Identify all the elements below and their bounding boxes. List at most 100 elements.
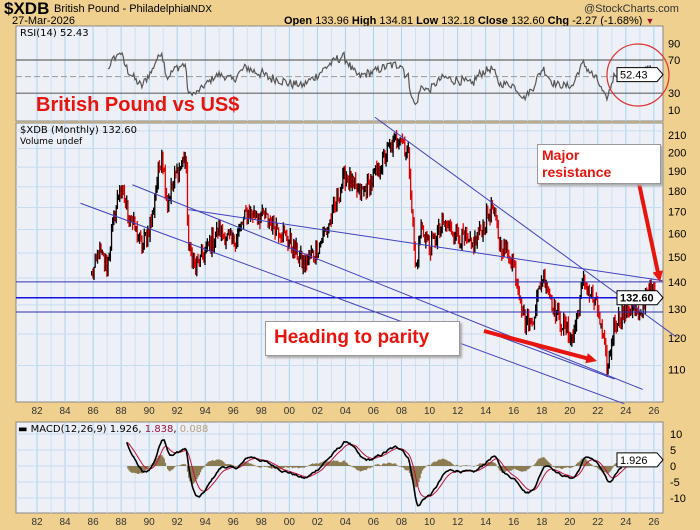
year-tick-label: 08 <box>396 517 408 528</box>
macd-histogram-bar <box>362 466 364 471</box>
trendline <box>484 330 615 380</box>
macd-histogram-bar <box>158 455 161 466</box>
macd-histogram-bar <box>314 463 316 466</box>
macd-histogram-bar <box>550 464 552 466</box>
macd-histogram-bar <box>438 459 440 466</box>
macd-histogram-bar <box>133 466 135 473</box>
macd-histogram-bar <box>178 465 181 466</box>
macd-histogram-bar <box>434 461 436 466</box>
macd-histogram-bar <box>415 466 418 488</box>
rsi-line <box>107 51 657 106</box>
macd-histogram-bar <box>155 459 157 466</box>
macd-histogram-bar <box>586 460 588 466</box>
macd-histogram-bar <box>561 466 564 469</box>
price-label: $XDB (Monthly) 132.60 <box>20 125 137 136</box>
price-tick-label: 190 <box>668 166 686 178</box>
macd-histogram-bar <box>343 460 345 466</box>
macd-histogram-bar <box>502 466 504 474</box>
macd-histogram-bar <box>440 459 442 466</box>
macd-histogram-bar <box>407 466 410 471</box>
macd-histogram-bar <box>436 460 439 466</box>
macd-histogram-bar <box>157 455 160 466</box>
macd-histogram-bar <box>558 466 560 468</box>
year-tick-label: 14 <box>480 406 492 417</box>
macd-histogram-bar <box>248 463 251 466</box>
macd-histogram-bar <box>582 457 585 466</box>
macd-histogram-bar <box>512 466 515 470</box>
year-tick-label: 18 <box>536 406 548 417</box>
macd-histogram-bar <box>498 466 501 471</box>
macd-histogram-bar <box>537 459 539 466</box>
macd-histogram-bar <box>295 466 297 468</box>
year-tick-label: 92 <box>172 517 184 528</box>
macd-histogram-bar <box>452 464 454 466</box>
macd-histogram-bar <box>591 464 593 466</box>
macd-histogram-bar <box>400 466 403 467</box>
year-tick-label: 90 <box>144 406 156 417</box>
macd-histogram-bar <box>218 459 220 466</box>
macd-histogram-bar <box>425 466 427 467</box>
title-annotation: British Pound vs US$ <box>36 94 240 116</box>
macd-histogram-bar <box>161 455 163 466</box>
macd-histogram-bar <box>128 466 130 471</box>
year-tick-label: 04 <box>340 406 352 417</box>
trendline <box>80 202 625 405</box>
year-tick-label: 96 <box>228 406 240 417</box>
macd-histogram-bar <box>514 466 516 469</box>
macd-histogram-bar <box>315 463 317 466</box>
year-tick-label: 12 <box>452 406 464 417</box>
macd-histogram-bar <box>403 466 405 468</box>
macd-histogram-bar <box>542 457 544 466</box>
macd-histogram-bar <box>214 460 217 466</box>
macd-histogram-bar <box>393 463 396 466</box>
macd-histogram-bar <box>246 462 248 466</box>
macd-histogram-bar <box>521 466 523 472</box>
macd-histogram-bar <box>449 461 452 466</box>
macd-histogram-bar <box>268 466 271 468</box>
macd-histogram-bar <box>283 466 286 468</box>
macd-histogram-bar <box>585 459 587 466</box>
macd-histogram-bar <box>252 464 254 466</box>
year-tick-label: 00 <box>284 406 296 417</box>
macd-histogram-bar <box>247 462 250 466</box>
macd-histogram-bar <box>613 465 615 466</box>
rsi-tag: 52.43 <box>620 70 648 82</box>
ohlc-summary: Open 133.96 High 134.81 Low 132.18 Close… <box>284 15 654 27</box>
macd-histogram-bar <box>413 466 415 485</box>
year-tick-label: 92 <box>172 406 184 417</box>
price-tick-label: 140 <box>668 277 686 289</box>
macd-histogram-bar <box>574 465 577 466</box>
macd-histogram-bar <box>596 466 599 469</box>
macd-histogram-bar <box>443 459 446 466</box>
year-tick-label: 98 <box>256 406 268 417</box>
macd-legend-swatch: ▬ <box>18 424 28 435</box>
macd-histogram-bar <box>432 462 434 466</box>
macd-histogram-bar <box>491 461 494 466</box>
close-label: Close <box>477 15 508 27</box>
macd-histogram-bar <box>567 466 570 468</box>
macd-histogram-bar <box>509 466 511 471</box>
macd-histogram-bar <box>342 461 344 466</box>
macd-histogram-bar <box>176 465 178 466</box>
macd-histogram-bar <box>281 466 283 470</box>
macd-histogram-bar <box>195 466 197 482</box>
macd-histogram-bar <box>588 463 591 466</box>
macd-histogram-bar <box>460 466 462 467</box>
macd-histogram-bar <box>399 466 401 467</box>
year-tick-label: 16 <box>508 517 520 528</box>
macd-histogram-bar <box>318 463 321 466</box>
macd-histogram-bar <box>213 460 216 466</box>
macd-histogram-bar <box>439 459 441 466</box>
macd-histogram-bar <box>183 464 185 466</box>
macd-histogram-bar <box>202 466 204 469</box>
macd-histogram-bar <box>421 466 424 471</box>
macd-tag-bg <box>616 452 664 468</box>
macd-histogram-bar <box>262 466 265 467</box>
macd-histogram-bar <box>364 466 366 470</box>
rsi-panel <box>15 25 664 122</box>
macd-histogram-bar <box>163 458 165 466</box>
macd-histogram-bar <box>559 466 561 469</box>
resistance-arrow <box>635 173 661 274</box>
macd-histogram-bar <box>256 466 259 467</box>
